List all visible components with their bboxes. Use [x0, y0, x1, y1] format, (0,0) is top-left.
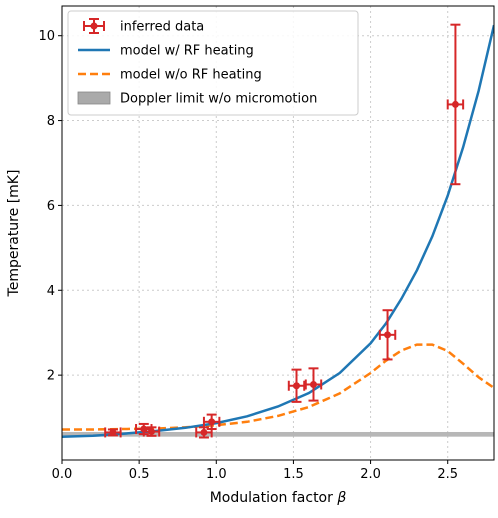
- legend-item: Doppler limit w/o micromotion: [77, 91, 317, 107]
- data-marker: [147, 428, 155, 436]
- data-marker: [109, 428, 117, 436]
- x-tick-label: 1.5: [283, 467, 304, 482]
- data-marker: [384, 331, 392, 339]
- x-axis-label: Modulation factor β: [210, 490, 347, 506]
- x-tick-label: 0.5: [129, 467, 150, 482]
- legend-item: inferred data: [83, 18, 204, 35]
- model-no-rf-line: [62, 343, 494, 431]
- legend-label: model w/ RF heating: [120, 44, 254, 59]
- legend-label: Doppler limit w/o micromotion: [120, 92, 317, 107]
- data-marker: [293, 382, 301, 390]
- axes-frame: [61, 5, 495, 461]
- data-point: [287, 368, 306, 403]
- data-marker: [208, 418, 216, 426]
- data-point: [378, 309, 397, 361]
- plot-area: [62, 23, 494, 439]
- y-tick-label: 6: [47, 199, 55, 214]
- legend-item: model w/o RF heating: [78, 68, 262, 83]
- data-point: [142, 426, 161, 437]
- data-marker: [200, 428, 208, 436]
- y-tick-label: 8: [47, 114, 55, 129]
- legend-box: [67, 10, 359, 116]
- legend-label: model w/o RF heating: [120, 68, 262, 83]
- legend-item: model w/ RF heating: [78, 44, 254, 59]
- legend-swatch-marker: [90, 22, 98, 30]
- x-tick-label: 2.0: [360, 467, 381, 482]
- legend-swatch-band: [77, 91, 111, 105]
- x-tick-label: 2.5: [437, 467, 458, 482]
- x-tick-label: 1.0: [206, 467, 227, 482]
- axes: 0.0 0.5 1.0 1.5 2.0 2.5 2 4 6 8 10: [38, 5, 495, 482]
- y-axis-label: Temperature [mK]: [6, 170, 22, 298]
- data-point: [446, 23, 465, 186]
- legend-label: inferred data: [120, 20, 204, 35]
- data-point: [195, 426, 213, 439]
- doppler-band: [62, 431, 494, 437]
- y-tick-label: 2: [47, 369, 55, 384]
- data-point: [304, 367, 323, 402]
- y-tick-label: 4: [47, 284, 55, 299]
- x-tick-label: 0.0: [52, 467, 73, 482]
- data-marker: [309, 380, 317, 388]
- data-marker: [451, 100, 459, 108]
- y-tick-label: 10: [38, 29, 55, 44]
- legend: inferred data model w/ RF heating model w/…: [67, 10, 359, 116]
- data-point: [104, 427, 122, 438]
- data-point: [202, 413, 221, 431]
